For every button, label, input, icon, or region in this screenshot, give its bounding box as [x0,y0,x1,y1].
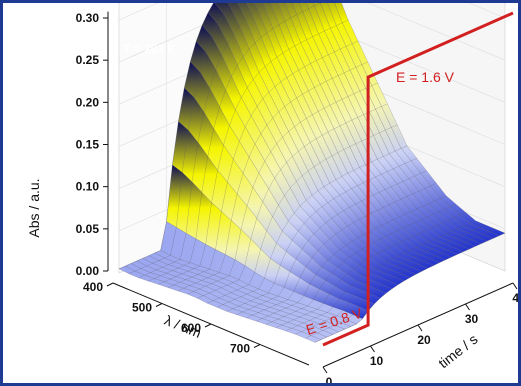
time-axis-label: time / s [435,331,480,371]
temperature-annotation: T = 293 K [123,42,176,56]
time-tick-mark [417,324,423,332]
surface-wire [158,19,349,285]
surface-wire [295,224,486,335]
z-tick-label: 0.30 [76,11,100,25]
surface-wire [216,145,408,308]
surface-wire [148,3,322,282]
surface-wire [177,61,368,292]
surface-wire [197,103,388,299]
wavelength-tick-mark [253,344,261,348]
time-tick-mark [322,366,328,374]
wavelength-tick-mark [106,282,114,287]
time-tick-label: 40 [512,291,518,305]
potential-step-line [322,11,514,347]
surface-wire [167,40,359,288]
z-tick-label: 0.05 [76,222,100,236]
z-tick-label: 0.20 [76,95,100,109]
wavelength-tick-label: 700 [230,342,250,356]
wavelength-tick-mark [155,303,163,307]
surface-wire [265,204,457,325]
time-tick-label: 20 [417,333,431,347]
potential-high-annotation: E = 1.6 V [396,69,455,85]
surface-wire [246,183,437,319]
time-tick-mark [465,303,470,311]
time-tick-label: 0 [326,375,333,383]
wall-gridline [118,3,506,63]
z-tick-label: 0.25 [76,53,100,67]
wavelength-tick-mark [204,323,212,328]
surface-wire [305,228,496,339]
wavelength-tick-label: 500 [132,301,152,315]
z-axis-label: Abs / a.u. [26,178,42,237]
wavelength-axis-label: λ / nm [162,312,203,341]
surface-wire [207,124,398,304]
wavelength-tick-label: 600 [181,321,201,335]
surface-wire [187,82,378,295]
wavelength-tick-label: 400 [83,280,103,294]
surface-chart: 0.300.250.200.150.100.050.00400500600700… [26,3,518,383]
z-tick-label: 0.10 [76,180,100,194]
time-tick-label: 30 [465,312,479,326]
time-tick-label: 10 [370,354,384,368]
surface-wire [285,220,476,332]
absorbance-surface [118,3,506,343]
surface-wire [128,3,233,274]
surface-wire [226,158,417,312]
surface-wire [118,3,214,269]
axes: 0.300.250.200.150.100.050.00400500600700… [76,11,518,383]
z-tick-label: 0.15 [76,138,100,152]
surface-wire [138,3,265,278]
time-tick-mark [512,282,518,290]
surface-wire [256,195,447,322]
surface-wire [236,170,427,315]
time-tick-mark [370,345,375,353]
z-tick-label: 0.00 [76,264,100,278]
surface-wire [314,232,506,343]
surface-wire [275,212,466,328]
